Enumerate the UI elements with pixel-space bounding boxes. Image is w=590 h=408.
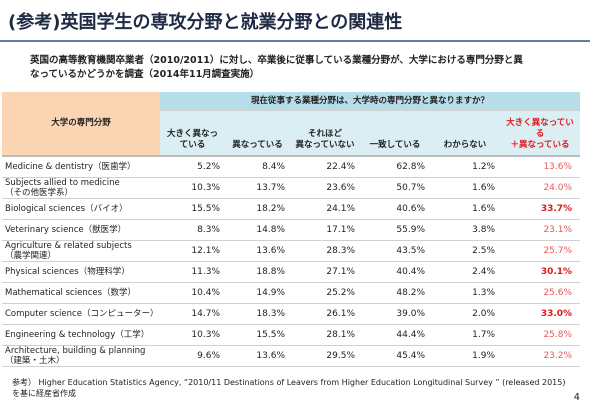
table-cell: 9.6% (160, 345, 225, 367)
page-number: 4 (573, 392, 580, 403)
table-cell: 14.8% (225, 219, 290, 241)
table-cell: 26.1% (290, 303, 360, 325)
table-cell: 28.1% (290, 324, 360, 346)
table-cell: 25.6% (500, 282, 581, 304)
data-table: 大学の専門分野 現在従事する業種分野は、大学時の専門分野と異なりますか？ 大きく… (2, 92, 581, 367)
table-cell: 13.7% (225, 177, 290, 199)
row-label: Computer science（コンピューター） (2, 303, 160, 325)
table-row: Computer science（コンピューター） 14.7% 18.3% 26.1%… (2, 303, 581, 325)
table-cell: 28.3% (290, 240, 360, 262)
table-cell: 18.2% (225, 198, 290, 220)
table-cell: 11.3% (160, 261, 225, 283)
table-cell: 33.0% (500, 303, 581, 325)
table-cell: 25.7% (500, 240, 581, 262)
table-row: Engineering & technology（工学） 10.3% 15.5% 28… (2, 324, 581, 346)
table-row: Physical sciences（物理科学） 11.3% 18.8% 27.1% 40… (2, 261, 581, 283)
row-label: Architecture, building & planning （建築・土木… (2, 345, 160, 367)
table-cell: 24.0% (500, 177, 581, 199)
table-cell: 45.4% (360, 345, 430, 367)
column-header: それほど 異なっていない (290, 110, 360, 157)
table-cell: 62.8% (360, 156, 430, 178)
table-cell: 1.6% (430, 177, 500, 199)
table-cell: 25.8% (500, 324, 581, 346)
table-cell: 23.1% (500, 219, 581, 241)
row-label: Medicine & dentistry（医歯学） (2, 156, 160, 178)
row-label: Agriculture & related subjects （農学関連） (2, 240, 160, 262)
table-cell: 30.1% (500, 261, 581, 283)
table-cell: 14.9% (225, 282, 290, 304)
table-row: Mathematical sciences（数学） 10.4% 14.9% 25.2%… (2, 282, 581, 304)
table-cell: 10.3% (160, 177, 225, 199)
table-cell: 44.4% (360, 324, 430, 346)
table-cell: 24.1% (290, 198, 360, 220)
table-row: Medicine & dentistry（医歯学） 5.2% 8.4% 22.4% 62… (2, 156, 581, 178)
header-row: 大学の専門分野 現在従事する業種分野は、大学時の専門分野と異なりますか？ (2, 92, 581, 157)
table-cell: 23.2% (500, 345, 581, 367)
table-cell: 43.5% (360, 240, 430, 262)
table-cell: 2.4% (430, 261, 500, 283)
header-row: 大きく異なっている 異なっている それほど 異なっていない 一致している わからない 大き… (2, 110, 581, 157)
table-body: Medicine & dentistry（医歯学） 5.2% 8.4% 22.4% 62… (2, 156, 581, 367)
table-cell: 40.4% (360, 261, 430, 283)
table-head: 大学の専門分野 現在従事する業種分野は、大学時の専門分野と異なりますか？ 大きく… (2, 92, 581, 157)
table-cell: 15.5% (160, 198, 225, 220)
table-cell: 8.3% (160, 219, 225, 241)
table-cell: 18.3% (225, 303, 290, 325)
column-header: 異なっている (225, 110, 290, 157)
table-cell: 23.6% (290, 177, 360, 199)
table-cell: 13.6% (500, 156, 581, 178)
table-cell: 1.2% (430, 156, 500, 178)
row-label: Subjects allied to medicine （その他医学系） (2, 177, 160, 199)
table-cell: 1.6% (430, 198, 500, 220)
title: (参考)英国学生の専攻分野と就業分野との関連性 (8, 12, 403, 33)
title-rule (0, 40, 590, 42)
table-cell: 12.1% (160, 240, 225, 262)
table-cell: 14.7% (160, 303, 225, 325)
table-row: Architecture, building & planning （建築・土木… (2, 345, 581, 367)
table-cell: 5.2% (160, 156, 225, 178)
table-cell: 18.8% (225, 261, 290, 283)
table-cell: 33.7% (500, 198, 581, 220)
footnote: 参考） Higher Education Statistics Agency, … (12, 378, 566, 398)
table-cell: 40.6% (360, 198, 430, 220)
table-cell: 13.6% (225, 345, 290, 367)
table-cell: 55.9% (360, 219, 430, 241)
table-cell: 3.8% (430, 219, 500, 241)
table-row: Agriculture & related subjects （農学関連） 12.… (2, 240, 581, 262)
table-cell: 50.7% (360, 177, 430, 199)
row-label: Physical sciences（物理科学） (2, 261, 160, 283)
table-cell: 10.4% (160, 282, 225, 304)
group-header: 現在従事する業種分野は、大学時の専門分野と異なりますか？ (160, 92, 581, 111)
table-cell: 27.1% (290, 261, 360, 283)
table-row: Biological sciences（バイオ） 15.5% 18.2% 24.1% 4… (2, 198, 581, 220)
table-cell: 13.6% (225, 240, 290, 262)
table-cell: 17.1% (290, 219, 360, 241)
column-header: わからない (430, 110, 500, 157)
table-cell: 2.5% (430, 240, 500, 262)
table-cell: 25.2% (290, 282, 360, 304)
row-label: Engineering & technology（工学） (2, 324, 160, 346)
row-header: 大学の専門分野 (2, 92, 160, 157)
table-cell: 1.3% (430, 282, 500, 304)
table-cell: 1.9% (430, 345, 500, 367)
table-cell: 48.2% (360, 282, 430, 304)
table-cell: 39.0% (360, 303, 430, 325)
table-row: Subjects allied to medicine （その他医学系） 10.3… (2, 177, 581, 199)
column-header: 大きく異なっている ＋異なっている (500, 110, 581, 157)
table-cell: 8.4% (225, 156, 290, 178)
row-label: Mathematical sciences（数学） (2, 282, 160, 304)
table-cell: 1.7% (430, 324, 500, 346)
subtitle: 英国の高等教育機関卒業者（2010/2011）に対し、卒業後に従事している業種分… (30, 55, 523, 80)
column-header: 大きく異なっている (160, 110, 225, 157)
column-header: 一致している (360, 110, 430, 157)
table-cell: 15.5% (225, 324, 290, 346)
table-row: Veterinary science（獣医学） 8.3% 14.8% 17.1% 55.… (2, 219, 581, 241)
table-cell: 29.5% (290, 345, 360, 367)
table-cell: 10.3% (160, 324, 225, 346)
table-cell: 22.4% (290, 156, 360, 178)
table-cell: 2.0% (430, 303, 500, 325)
row-label: Veterinary science（獣医学） (2, 219, 160, 241)
row-label: Biological sciences（バイオ） (2, 198, 160, 220)
